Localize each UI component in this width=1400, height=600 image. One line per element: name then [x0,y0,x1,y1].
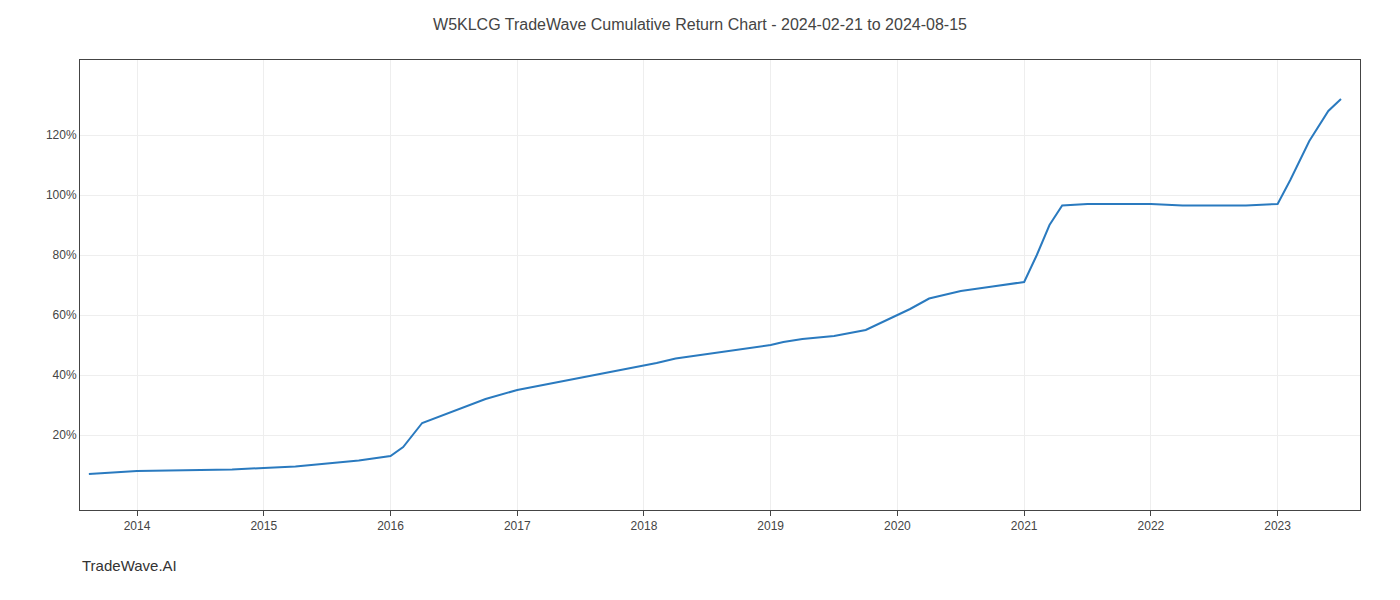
svg-text:2020: 2020 [884,519,911,533]
svg-text:40%: 40% [53,368,77,382]
svg-text:120%: 120% [46,128,77,142]
svg-text:2017: 2017 [504,519,531,533]
svg-text:2014: 2014 [124,519,151,533]
svg-text:2021: 2021 [1011,519,1038,533]
svg-text:100%: 100% [46,188,77,202]
svg-text:80%: 80% [53,248,77,262]
svg-text:2018: 2018 [631,519,658,533]
svg-text:2016: 2016 [377,519,404,533]
svg-text:W5KLCG TradeWave Cumulative Re: W5KLCG TradeWave Cumulative Return Chart… [433,16,967,33]
svg-text:2023: 2023 [1264,519,1291,533]
svg-text:2019: 2019 [757,519,784,533]
svg-text:20%: 20% [53,428,77,442]
svg-text:TradeWave.AI: TradeWave.AI [82,557,177,574]
svg-text:2022: 2022 [1138,519,1165,533]
svg-text:2015: 2015 [250,519,277,533]
svg-text:60%: 60% [53,308,77,322]
